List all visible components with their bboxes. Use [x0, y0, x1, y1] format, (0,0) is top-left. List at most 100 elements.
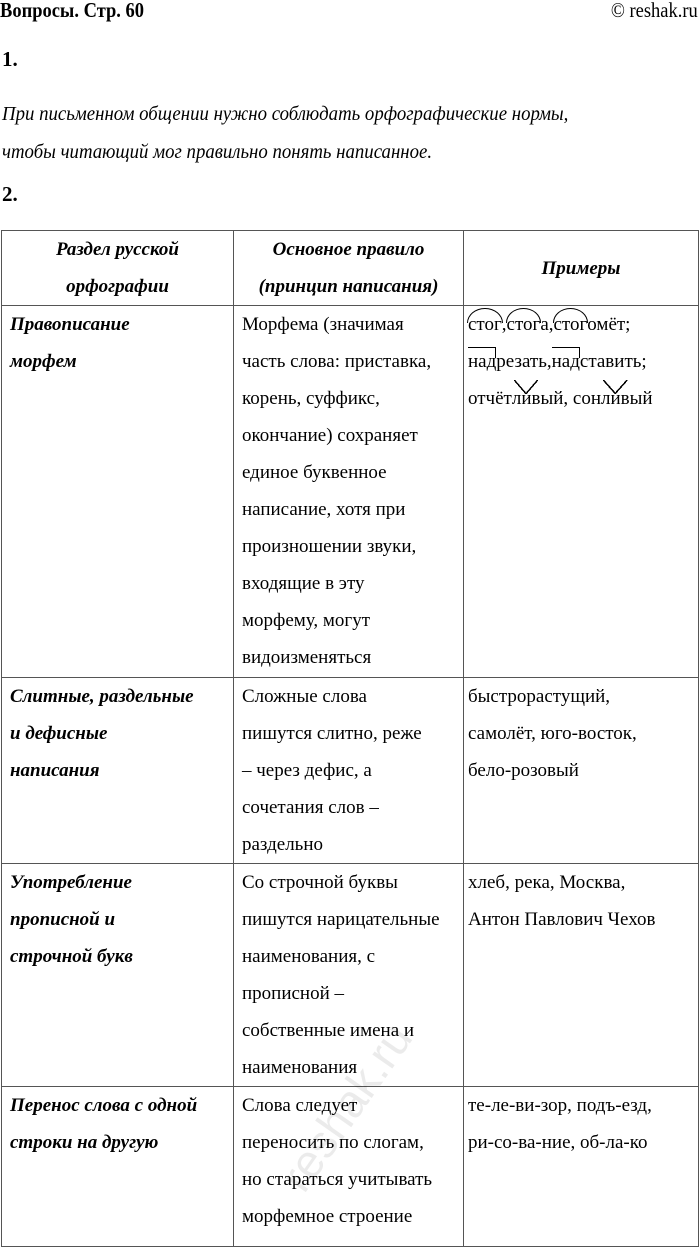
table-row: Перенос слова с одной строки на другую Сло…	[1, 1086, 699, 1247]
rule-line: Сложные слова	[242, 686, 367, 707]
section-cell: Слитные, раздельные и дефисные написания	[1, 677, 234, 864]
question-2-number: 2.	[2, 182, 18, 206]
example-line: те-ле-ви-зор, подъ-езд,	[468, 1087, 694, 1124]
section-cell: Перенос слова с одной строки на другую	[1, 1086, 234, 1247]
rule-line: Слова следует	[242, 1095, 358, 1116]
rule-line: морфему, могут	[242, 610, 371, 631]
rule-cell: Сложные слова пишутся слитно, реже – через…	[233, 677, 464, 864]
example-line: самолёт, юго-восток,	[468, 715, 694, 752]
examples-cell: быстрорастущий, самолёт, юго-восток, бело-…	[463, 677, 699, 864]
copyright: © reshak.ru	[611, 0, 698, 22]
example-text: Антон Павлович Чехов	[468, 909, 656, 930]
header-line: Основное правило	[272, 239, 425, 260]
example-line: быстрорастущий,	[468, 678, 694, 715]
example-text: а,	[540, 314, 554, 335]
rule-line: пишутся нарицательные	[242, 909, 440, 930]
answer-line: При письменном общении нужно соблюдать о…	[2, 103, 569, 125]
orthography-table: Раздел русской орфографии Основное правило…	[1, 230, 699, 1247]
header-section: Раздел русской орфографии	[1, 230, 234, 306]
example-line: ри-со-ва-ние, об-ла-ко	[468, 1124, 694, 1161]
rule-line: собственные имена и	[242, 1020, 415, 1041]
morpheme-root: стог	[467, 306, 503, 343]
header-line: (принцип написания)	[258, 276, 439, 297]
rule-line: единое буквенное	[242, 462, 387, 483]
rule-line: видоизменяться	[242, 647, 372, 668]
section-line: Перенос слова с одной	[10, 1095, 198, 1116]
page-title: Вопросы. Стр. 60	[0, 0, 145, 22]
example-text: омёт;	[587, 314, 631, 335]
rule-cell: Слова следует переносить по слогам, но ста…	[233, 1086, 464, 1247]
section-line: написания	[10, 760, 100, 781]
rule-line: наименования, с	[242, 946, 376, 967]
rule-line: корень, суффикс,	[242, 388, 380, 409]
table-row: Слитные, раздельные и дефисные написания Сл…	[1, 677, 699, 864]
examples-cell: те-ле-ви-зор, подъ-езд, ри-со-ва-ние, об-…	[463, 1086, 699, 1247]
question-1-number: 1.	[2, 47, 18, 71]
example-text: ставить;	[579, 351, 647, 372]
table-row: Употребление прописной и строчной букв Со с…	[1, 863, 699, 1087]
header-line: орфографии	[66, 276, 169, 297]
example-line: Антон Павлович Чехов	[468, 901, 694, 938]
example-text: ый	[629, 388, 653, 409]
example-line: хлеб, река, Москва,	[468, 864, 694, 901]
table-header-row: Раздел русской орфографии Основное правило…	[1, 230, 699, 306]
rule-line: написание, хотя при	[242, 499, 406, 520]
rule-cell: Морфема (значимая часть слова: приставка,…	[233, 305, 464, 678]
section-cell: Употребление прописной и строчной букв	[1, 863, 234, 1087]
example-line: бело-розовый	[468, 752, 694, 789]
example-text: бело-розовый	[468, 760, 579, 781]
header-examples: Примеры	[463, 230, 699, 306]
section-line: и дефисные	[10, 723, 108, 744]
section-line: Правописание	[10, 314, 130, 335]
example-text: хлеб, река, Москва,	[468, 872, 626, 893]
section-cell: Правописание морфем	[1, 305, 234, 678]
header-line: Раздел русской	[56, 239, 179, 260]
section-line: Слитные, раздельные	[10, 686, 194, 707]
rule-line: Морфема (значимая	[242, 314, 404, 335]
answer-line: чтобы читающий мог правильно понять напи…	[2, 141, 433, 163]
section-line: прописной и	[10, 909, 116, 930]
rule-line: произношении звуки,	[242, 536, 417, 557]
morpheme-root: стог	[505, 306, 542, 343]
rule-line: входящие в эту	[242, 573, 365, 594]
rule-line: часть слова: приставка,	[242, 351, 432, 372]
section-line: морфем	[10, 351, 77, 372]
example-text: те-ле-ви-зор, подъ-езд,	[468, 1095, 652, 1116]
rule-line: но стараться учитывать	[242, 1169, 433, 1190]
examples-cell: стог, стога, стогомёт; надрезать, надстав…	[463, 305, 699, 678]
rule-line: Со строчной буквы	[242, 872, 398, 893]
example-text: ,	[501, 314, 507, 335]
rule-line: окончание) сохраняет	[242, 425, 418, 446]
example-text: ри-со-ва-ние, об-ла-ко	[468, 1132, 648, 1153]
example-text: самолёт, юго-восток,	[468, 723, 637, 744]
header-rule: Основное правило (принцип написания)	[233, 230, 464, 306]
rule-line: прописной –	[242, 983, 345, 1004]
table-row: Правописание морфем Морфема (значимая часть…	[1, 305, 699, 678]
example-line: отчётливый, сонливый	[468, 380, 694, 417]
rule-line: пишутся слитно, реже	[242, 723, 422, 744]
rule-line: – через дефис, а	[242, 760, 372, 781]
rule-line: сочетания слов –	[242, 797, 379, 818]
example-text: резать,	[496, 351, 552, 372]
morpheme-prefix: над	[551, 343, 581, 380]
section-line: строки на другую	[10, 1132, 159, 1153]
example-line: надрезать, надставить;	[468, 343, 694, 380]
section-line: Употребление	[10, 872, 132, 893]
section-line: строчной букв	[10, 946, 133, 967]
example-text: отчёт	[468, 388, 512, 409]
examples-cell: хлеб, река, Москва, Антон Павлович Чехов	[463, 863, 699, 1087]
example-text: быстрорастущий,	[468, 686, 611, 707]
morpheme-suffix: лив	[601, 380, 630, 417]
rule-line: морфемное строение	[242, 1206, 413, 1227]
rule-line: раздельно	[242, 834, 324, 855]
example-text: ый, сон	[540, 388, 602, 409]
example-line: стог, стога, стогомёт;	[467, 306, 694, 343]
header-line: Примеры	[541, 257, 621, 279]
morpheme-root: стог	[552, 306, 589, 343]
rule-line: переносить по слогам,	[242, 1132, 424, 1153]
question-1-answer: При письменном общении нужно соблюдать о…	[2, 95, 568, 171]
rule-cell: Со строчной буквы пишутся нарицательные на…	[233, 863, 464, 1087]
morpheme-prefix: над	[468, 343, 497, 380]
morpheme-suffix: лив	[512, 380, 540, 417]
rule-line: наименования	[242, 1057, 358, 1078]
